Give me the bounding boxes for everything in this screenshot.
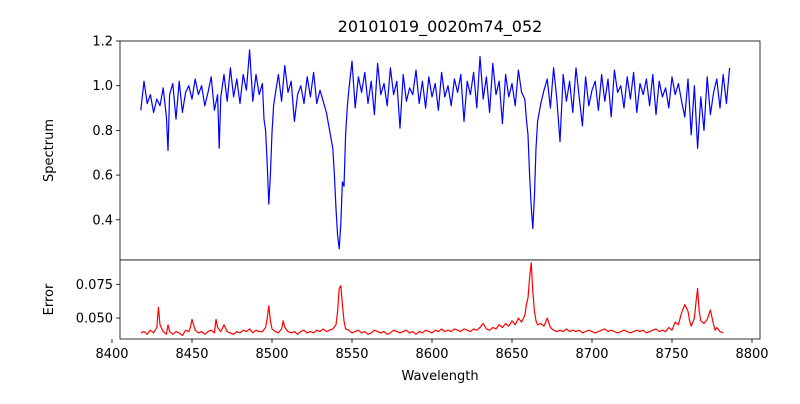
spectrum-y-tick-label: 1.0 (92, 79, 113, 94)
spectrum-y-ticks: 0.4 0.6 0.8 1.0 1.2 (92, 35, 120, 228)
error-y-tick-label: 0.050 (76, 312, 113, 327)
spectrum-y-tick-label: 0.4 (92, 213, 113, 228)
spectrum-y-tick-label: 0.8 (92, 124, 113, 139)
x-axis-ticks: 8400 8450 8500 8550 8600 8650 8700 8750 8800 (95, 339, 769, 362)
x-tick-label: 8450 (175, 347, 208, 362)
x-tick-label: 8650 (495, 347, 528, 362)
spectrum-panel: 0.4 0.6 0.8 1.0 1.2 Spectrum (42, 35, 761, 261)
error-y-ticks: 0.050 0.075 (76, 278, 120, 327)
x-tick-label: 8550 (335, 347, 368, 362)
x-tick-label: 8400 (95, 347, 128, 362)
error-panel: 0.050 0.075 Error (42, 259, 761, 340)
error-plot-area (120, 260, 760, 339)
x-tick-label: 8750 (655, 347, 688, 362)
chart-title: 20101019_0020m74_052 (338, 17, 543, 37)
spectrum-y-tick-label: 1.2 (92, 35, 113, 50)
x-axis-label: Wavelength (401, 369, 478, 384)
spectrum-line (140, 49, 731, 250)
error-y-tick-label: 0.075 (76, 278, 113, 293)
error-line (140, 262, 724, 337)
x-tick-label: 8500 (255, 347, 288, 362)
x-tick-label: 8700 (575, 347, 608, 362)
error-y-axis-label: Error (42, 283, 57, 315)
spectrum-y-axis-label: Spectrum (42, 119, 57, 182)
x-tick-label: 8600 (415, 347, 448, 362)
spectrum-y-tick-label: 0.6 (92, 169, 113, 184)
spectrum-plot-area (120, 41, 760, 260)
x-tick-label: 8800 (735, 347, 768, 362)
error-frame (119, 259, 761, 340)
